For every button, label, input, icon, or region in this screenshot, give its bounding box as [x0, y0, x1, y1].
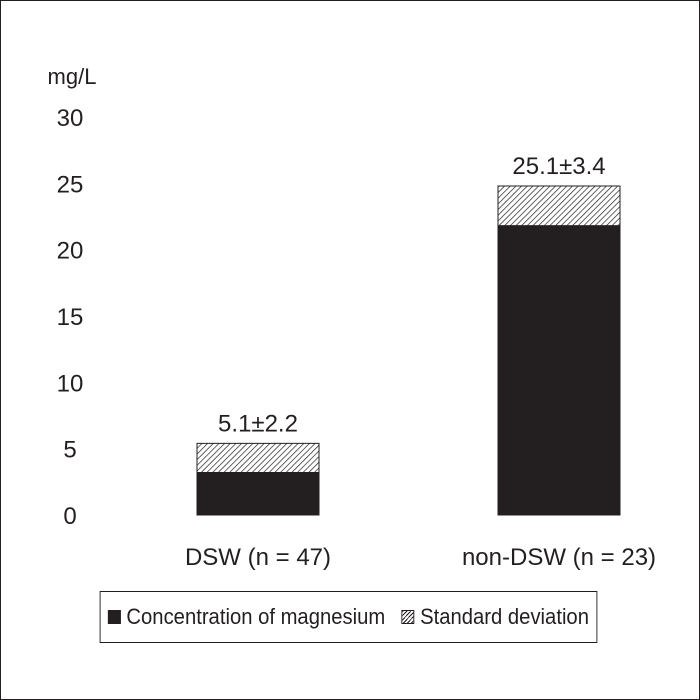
bar-std-dev: [497, 185, 621, 227]
bar-concentration: [196, 472, 320, 516]
y-tick-label: 15: [57, 304, 84, 331]
data-label: 5.1±2.2: [218, 410, 298, 437]
y-tick-label: 25: [57, 171, 84, 198]
legend-label-std-dev: Standard deviation: [420, 604, 589, 629]
y-tick-label: 10: [57, 370, 84, 397]
x-category-label: DSW (n = 47): [185, 544, 331, 571]
data-labels: 5.1±2.2 25.1±3.4: [218, 153, 606, 437]
legend-item-concentration: Concentration of magnesium: [108, 604, 385, 630]
x-category-label: non-DSW (n = 23): [462, 544, 656, 571]
bar-concentration: [497, 225, 621, 516]
legend-label-concentration: Concentration of magnesium: [126, 604, 386, 629]
y-axis-label: mg/L: [48, 64, 97, 89]
y-tick-label: 30: [57, 105, 84, 132]
data-label: 25.1±3.4: [512, 153, 605, 180]
x-axis-labels: DSW (n = 47) non-DSW (n = 23): [185, 544, 656, 571]
y-tick-label: 0: [63, 503, 76, 530]
y-tick-label: 20: [57, 238, 84, 265]
legend-swatch-hatched: [401, 610, 415, 624]
y-axis-ticks: 0 5 10 15 20 25 30: [57, 105, 84, 530]
legend: Concentration of magnesium Standard devi…: [99, 591, 598, 643]
y-tick-label: 5: [63, 437, 76, 464]
bar-std-dev: [196, 442, 320, 474]
legend-item-std-dev: Standard deviation: [401, 604, 589, 630]
legend-swatch-solid: [108, 610, 121, 624]
bars: [196, 185, 621, 516]
